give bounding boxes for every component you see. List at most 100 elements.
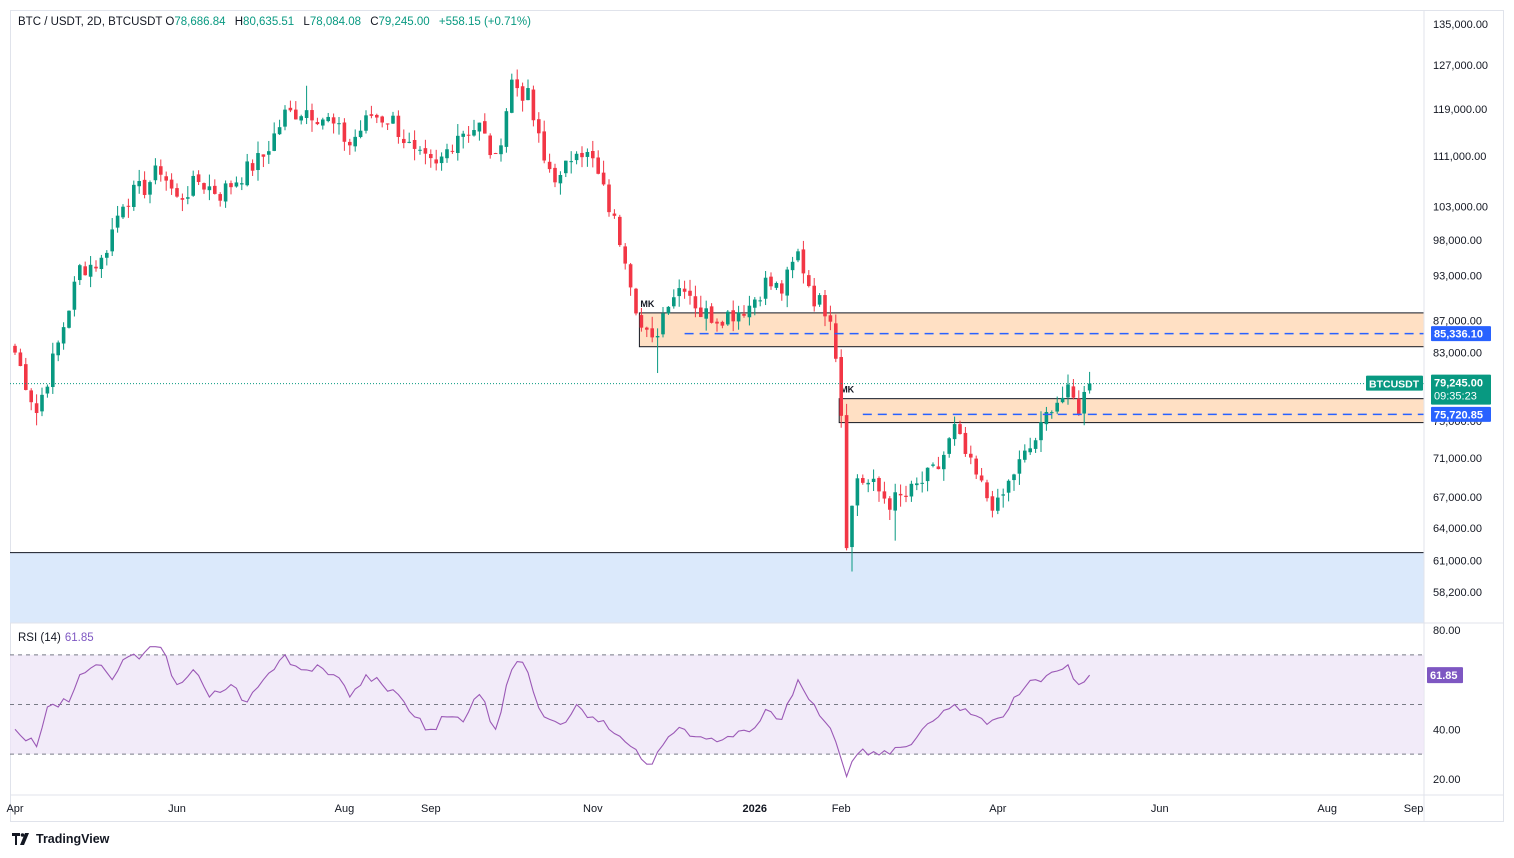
mk-zone-2	[838, 398, 1425, 424]
candle-body	[958, 424, 962, 435]
candle-body	[213, 185, 217, 194]
candle-body	[731, 310, 735, 322]
candle-body	[639, 315, 644, 328]
time-tick-label: Nov	[583, 803, 603, 815]
candle-body	[574, 153, 579, 161]
candle-body	[1001, 494, 1005, 496]
chart-frame	[10, 10, 1504, 822]
candle-body	[342, 122, 347, 142]
candle-body	[477, 122, 482, 132]
candle-body	[645, 327, 649, 330]
candle-body	[996, 497, 1000, 511]
candle-body	[790, 261, 795, 271]
candle-body	[418, 149, 422, 151]
mk-zone-1	[638, 312, 1425, 348]
candle-body	[888, 498, 892, 510]
candle-body	[245, 161, 249, 186]
tradingview-logo[interactable]: TradingView	[12, 832, 109, 846]
symbol-tag-bg	[1366, 375, 1423, 391]
candle-body	[202, 183, 206, 190]
candle-body	[596, 157, 600, 174]
candle-body	[558, 175, 563, 184]
candle-body	[893, 492, 897, 511]
tradingview-logo-text: TradingView	[36, 832, 110, 846]
level-tag-2-bg	[1431, 406, 1491, 422]
time-tick-label: Jun	[1151, 803, 1169, 815]
candle-body	[537, 119, 541, 134]
candle-body	[807, 275, 811, 287]
candle-body	[920, 482, 924, 484]
candle-body	[180, 198, 185, 200]
candle-body	[1028, 448, 1032, 453]
candle-body	[898, 493, 903, 496]
candle-body	[369, 114, 374, 116]
candle-body	[229, 183, 233, 188]
candle-body	[720, 321, 725, 326]
candle-body	[375, 114, 379, 118]
candle-body	[931, 464, 935, 466]
candle-body	[866, 482, 870, 485]
candle-body	[348, 141, 352, 146]
candle-body	[472, 130, 476, 136]
candle-body	[137, 181, 141, 187]
candle-body	[450, 150, 455, 152]
candle-body	[693, 296, 698, 309]
candle-body	[1017, 459, 1022, 474]
candle-body	[952, 424, 957, 440]
candle-body	[828, 315, 833, 322]
candle-body	[34, 403, 39, 414]
candle-body	[191, 175, 195, 196]
low-label: L	[303, 16, 310, 28]
candle-body	[83, 266, 87, 276]
candle-body	[1071, 386, 1076, 398]
candle-body	[364, 115, 368, 131]
candle-body	[337, 123, 341, 125]
candle-body	[812, 285, 816, 307]
last-price-tag: 79,245.00	[1434, 378, 1483, 390]
candle-body	[385, 123, 390, 125]
price-tick-label: 135,000.00	[1433, 19, 1488, 31]
candle-body	[796, 251, 800, 261]
candle-body	[747, 305, 752, 318]
price-tick-label: 58,200.00	[1433, 587, 1482, 599]
candle-body	[1006, 480, 1011, 493]
time-tick-label: Aug	[335, 803, 355, 815]
candle-body	[115, 215, 120, 228]
candle-body	[483, 121, 487, 134]
candle-body	[18, 352, 23, 367]
candle-body	[169, 179, 174, 189]
candle-body	[331, 117, 336, 124]
candle-body	[434, 159, 438, 164]
candle-body	[256, 153, 260, 171]
candle-body	[580, 152, 584, 158]
candle-body	[942, 454, 946, 470]
candle-body	[380, 116, 384, 123]
price-tick-label: 98,000.00	[1433, 235, 1482, 247]
mk-zone-label-2: MK	[840, 385, 854, 395]
candle-body	[56, 342, 60, 356]
price-tick-label: 127,000.00	[1433, 60, 1488, 72]
candle-body	[240, 183, 244, 185]
candle-body	[677, 288, 681, 297]
candle-body	[299, 116, 303, 121]
change-value: +558.15 (+0.71%)	[438, 16, 531, 28]
candle-body	[634, 288, 638, 314]
candle-body	[661, 313, 665, 335]
high-value: 80,635.51	[243, 16, 295, 28]
candle-body	[915, 483, 919, 486]
candle-body	[753, 299, 757, 308]
candle-body	[682, 288, 687, 292]
rsi-label: RSI (14)	[18, 632, 61, 644]
candle-body	[99, 257, 104, 270]
candle-body	[1039, 422, 1043, 441]
candle-body	[510, 79, 514, 113]
candle-body	[666, 306, 671, 314]
rsi-legend: RSI (14) 61.85	[18, 632, 94, 644]
open-label: O	[165, 16, 175, 28]
rsi-tick-label: 80.00	[1433, 625, 1461, 637]
candle-body	[520, 86, 525, 101]
candle-body	[142, 179, 147, 195]
price-tick-label: 87,000.00	[1433, 316, 1482, 328]
candle-body	[493, 153, 498, 155]
